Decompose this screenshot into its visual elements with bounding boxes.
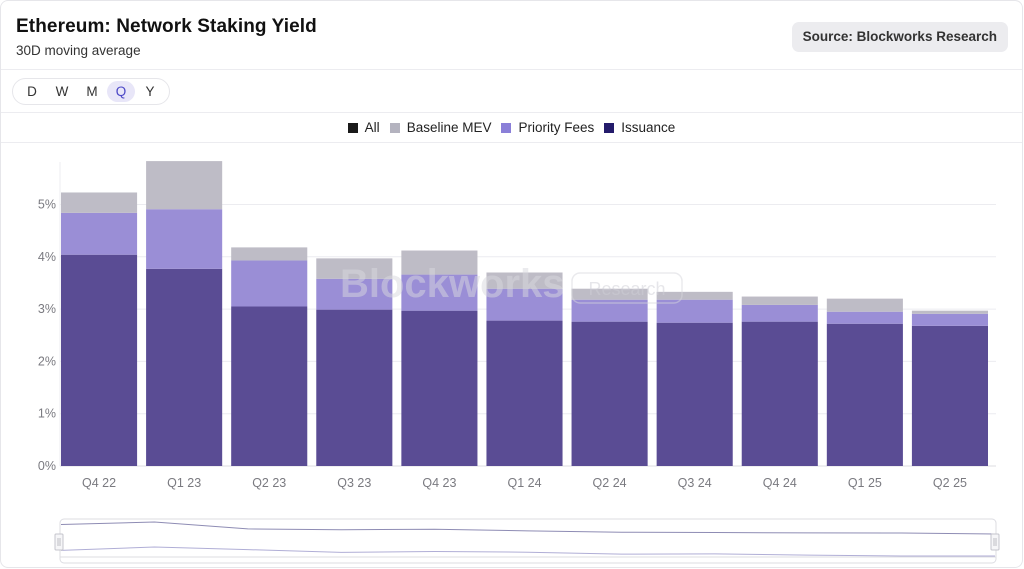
bar-segment-issuance[interactable] bbox=[401, 310, 478, 466]
legend-swatch-baseline-mev bbox=[389, 122, 400, 133]
bar-segment-baseline-mev[interactable] bbox=[826, 298, 903, 312]
bar-segment-baseline-mev[interactable] bbox=[911, 310, 988, 314]
legend-item-priority-fees[interactable]: Priority Fees bbox=[501, 120, 594, 135]
legend-item-issuance[interactable]: Issuance bbox=[604, 120, 675, 135]
bar-segment-priority-fees[interactable] bbox=[911, 313, 988, 326]
bar-stack[interactable] bbox=[656, 291, 733, 466]
x-tick-label: Q2 24 bbox=[593, 476, 627, 490]
y-tick-label: 5% bbox=[38, 198, 56, 212]
bar-stack[interactable] bbox=[146, 161, 223, 466]
period-selector: D W M Q Y bbox=[12, 78, 170, 105]
bar-segment-baseline-mev[interactable] bbox=[401, 250, 478, 275]
legend-item-baseline-mev[interactable]: Baseline MEV bbox=[389, 120, 492, 135]
source-badge[interactable]: Source: Blockworks Research bbox=[791, 22, 1008, 52]
bar-segment-issuance[interactable] bbox=[571, 321, 648, 466]
bar-segment-priority-fees[interactable] bbox=[146, 209, 223, 269]
legend-label-priority-fees: Priority Fees bbox=[518, 120, 595, 135]
bar-segment-issuance[interactable] bbox=[911, 325, 988, 466]
bar-segment-baseline-mev[interactable] bbox=[486, 272, 563, 289]
bar-stack[interactable] bbox=[911, 310, 988, 466]
bar-segment-priority-fees[interactable] bbox=[316, 278, 393, 310]
bar-stack[interactable] bbox=[61, 192, 138, 466]
bar-stack[interactable] bbox=[826, 298, 903, 466]
bar-segment-priority-fees[interactable] bbox=[571, 299, 648, 322]
watermark-tag-box bbox=[571, 272, 683, 304]
bar-segment-issuance[interactable] bbox=[486, 320, 563, 466]
y-tick-label: 4% bbox=[38, 250, 56, 264]
navigator-series-total bbox=[60, 521, 996, 535]
bar-segment-issuance[interactable] bbox=[146, 268, 223, 466]
period-w-button[interactable]: W bbox=[55, 84, 69, 99]
bar-stack[interactable] bbox=[486, 272, 563, 466]
bar-segment-priority-fees[interactable] bbox=[656, 299, 733, 323]
navigator-left-handle[interactable] bbox=[54, 533, 64, 551]
bar-segment-issuance[interactable] bbox=[826, 323, 903, 466]
watermark-brand: Blockworks bbox=[340, 262, 565, 306]
chart-legend: All Baseline MEV Priority Fees Issuance bbox=[1, 113, 1022, 143]
bar-segment-issuance[interactable] bbox=[231, 306, 308, 466]
bar-segment-baseline-mev[interactable] bbox=[316, 258, 393, 279]
x-axis: Q4 22 Q1 23 Q2 23 Q3 23 Q4 23 Q1 24 Q2 24 Q3 24… bbox=[82, 476, 967, 490]
stacked-bar-chart: 0% 1% 2% 3% 4% 5% Blockworks Research Q4 22 Q1… bbox=[38, 161, 996, 490]
bar-stack[interactable] bbox=[316, 258, 393, 466]
x-tick-label: Q4 23 bbox=[422, 476, 456, 490]
legend-swatch-issuance bbox=[604, 122, 615, 133]
chart-title: Ethereum: Network Staking Yield bbox=[16, 16, 317, 37]
legend-swatch-all bbox=[347, 122, 358, 133]
period-d-button[interactable]: D bbox=[27, 84, 37, 99]
period-q-button[interactable]: Q bbox=[107, 81, 135, 102]
bar-segment-baseline-mev[interactable] bbox=[61, 192, 138, 213]
bar-stack[interactable] bbox=[231, 247, 308, 466]
y-axis: 0% 1% 2% 3% 4% 5% bbox=[38, 162, 61, 473]
bar-stack[interactable] bbox=[571, 288, 648, 466]
bar-segment-issuance[interactable] bbox=[656, 322, 733, 466]
bar-segment-issuance[interactable] bbox=[741, 321, 818, 466]
bar-segment-issuance[interactable] bbox=[61, 254, 138, 466]
legend-item-all[interactable]: All bbox=[347, 120, 380, 135]
bar-segment-priority-fees[interactable] bbox=[826, 311, 903, 324]
y-tick-label: 0% bbox=[38, 459, 56, 473]
y-tick-label: 3% bbox=[38, 302, 56, 316]
x-tick-label: Q2 25 bbox=[933, 476, 967, 490]
x-tick-label: Q1 25 bbox=[848, 476, 882, 490]
period-y-button[interactable]: Y bbox=[145, 84, 155, 99]
x-tick-label: Q1 24 bbox=[507, 476, 541, 490]
legend-label-baseline-mev: Baseline MEV bbox=[406, 120, 492, 135]
y-tick-label: 1% bbox=[38, 407, 56, 421]
y-tick-label: 2% bbox=[38, 354, 56, 368]
chart-header: Ethereum: Network Staking Yield 30D movi… bbox=[1, 1, 1022, 70]
x-tick-label: Q3 24 bbox=[678, 476, 712, 490]
legend-label-all: All bbox=[364, 120, 380, 135]
bar-segment-priority-fees[interactable] bbox=[401, 274, 478, 311]
bar-stack[interactable] bbox=[401, 250, 478, 466]
bar-segment-issuance[interactable] bbox=[316, 309, 393, 466]
bar-segment-baseline-mev[interactable] bbox=[656, 291, 733, 300]
x-tick-label: Q4 22 bbox=[82, 476, 116, 490]
legend-label-issuance: Issuance bbox=[621, 120, 676, 135]
bar-segment-priority-fees[interactable] bbox=[231, 260, 308, 307]
watermark-tag: Research bbox=[588, 279, 665, 299]
bar-segment-priority-fees[interactable] bbox=[741, 304, 818, 322]
x-tick-label: Q3 23 bbox=[337, 476, 371, 490]
bars bbox=[61, 161, 988, 466]
bar-segment-baseline-mev[interactable] bbox=[231, 247, 308, 261]
toolbar: D W M Q Y bbox=[1, 70, 1022, 113]
navigator-right-handle[interactable] bbox=[990, 533, 1000, 551]
legend-swatch-priority-fees bbox=[501, 122, 512, 133]
bar-segment-baseline-mev[interactable] bbox=[741, 296, 818, 305]
chart-subtitle: 30D moving average bbox=[16, 43, 141, 58]
x-tick-label: Q4 24 bbox=[763, 476, 797, 490]
navigator-series-fees bbox=[60, 546, 995, 557]
range-navigator[interactable] bbox=[0, 505, 1022, 567]
x-tick-label: Q1 23 bbox=[167, 476, 201, 490]
watermark: Blockworks Research bbox=[340, 262, 683, 306]
bar-segment-priority-fees[interactable] bbox=[61, 212, 138, 255]
bar-segment-priority-fees[interactable] bbox=[486, 288, 563, 321]
x-tick-label: Q2 23 bbox=[252, 476, 286, 490]
bar-segment-baseline-mev[interactable] bbox=[571, 288, 648, 300]
period-m-button[interactable]: M bbox=[86, 84, 98, 99]
bar-stack[interactable] bbox=[741, 296, 818, 466]
bar-segment-baseline-mev[interactable] bbox=[146, 161, 223, 210]
